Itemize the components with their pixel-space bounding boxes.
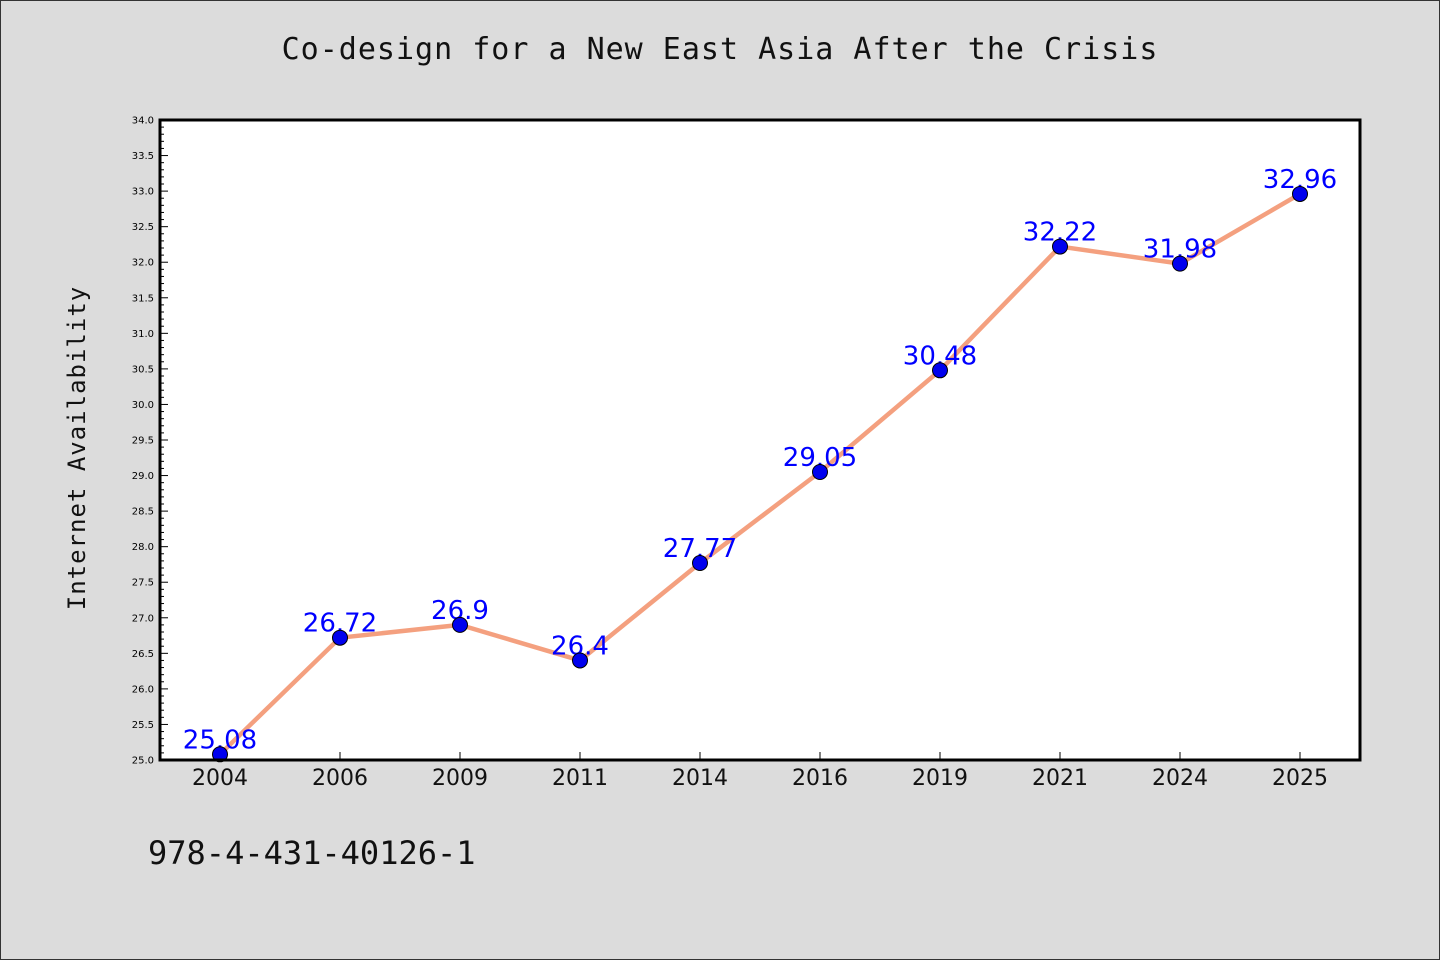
data-point (1292, 185, 1308, 202)
y-tick-label: 29.0 (132, 471, 154, 482)
x-tick-label: 2021 (1032, 766, 1088, 791)
y-tick-label: 30.0 (132, 400, 154, 411)
data-point (212, 746, 228, 763)
x-tick-label: 2019 (912, 766, 968, 791)
y-tick-label: 32.5 (132, 222, 154, 233)
y-tick-label: 26.5 (132, 649, 154, 660)
y-tick-label: 28.0 (132, 542, 154, 553)
y-tick-label: 28.5 (132, 507, 154, 518)
data-point (932, 362, 948, 379)
data-point (332, 629, 348, 646)
x-tick-label: 2011 (552, 766, 608, 791)
data-point (1172, 255, 1188, 272)
plot-area (160, 120, 1360, 760)
isbn-text: 978-4-431-40126-1 (148, 834, 476, 872)
y-tick-label: 30.5 (132, 364, 154, 375)
y-tick-label: 26.0 (132, 684, 154, 695)
y-tick-label: 27.0 (132, 613, 154, 624)
x-tick-label: 2009 (432, 766, 488, 791)
data-point (572, 652, 588, 669)
x-tick-label: 2004 (192, 766, 248, 791)
data-point (812, 464, 828, 480)
x-tick-label: 2006 (312, 766, 368, 791)
y-tick-label: 29.5 (132, 436, 154, 447)
y-tick-label: 34.0 (132, 116, 154, 127)
y-tick-label: 27.5 (132, 578, 154, 589)
y-tick-label: 25.0 (132, 756, 154, 767)
data-point (692, 555, 708, 572)
y-tick-label: 33.0 (132, 187, 154, 198)
plot-border (158, 118, 1362, 762)
y-tick-label: 31.5 (132, 293, 154, 304)
y-tick-label: 32.0 (132, 258, 154, 269)
x-tick-label: 2016 (792, 766, 848, 791)
x-tick-label: 2025 (1272, 766, 1328, 791)
y-tick-label: 31.0 (132, 329, 154, 340)
x-tick-label: 2024 (1152, 766, 1208, 791)
data-point (452, 616, 468, 633)
data-point (1052, 238, 1068, 255)
chart-title: Co-design for a New East Asia After the … (281, 32, 1159, 67)
y-tick-label: 33.5 (132, 151, 154, 162)
x-tick-label: 2014 (672, 766, 728, 791)
series-line (217, 191, 1303, 757)
y-tick-label: 25.5 (132, 720, 154, 731)
